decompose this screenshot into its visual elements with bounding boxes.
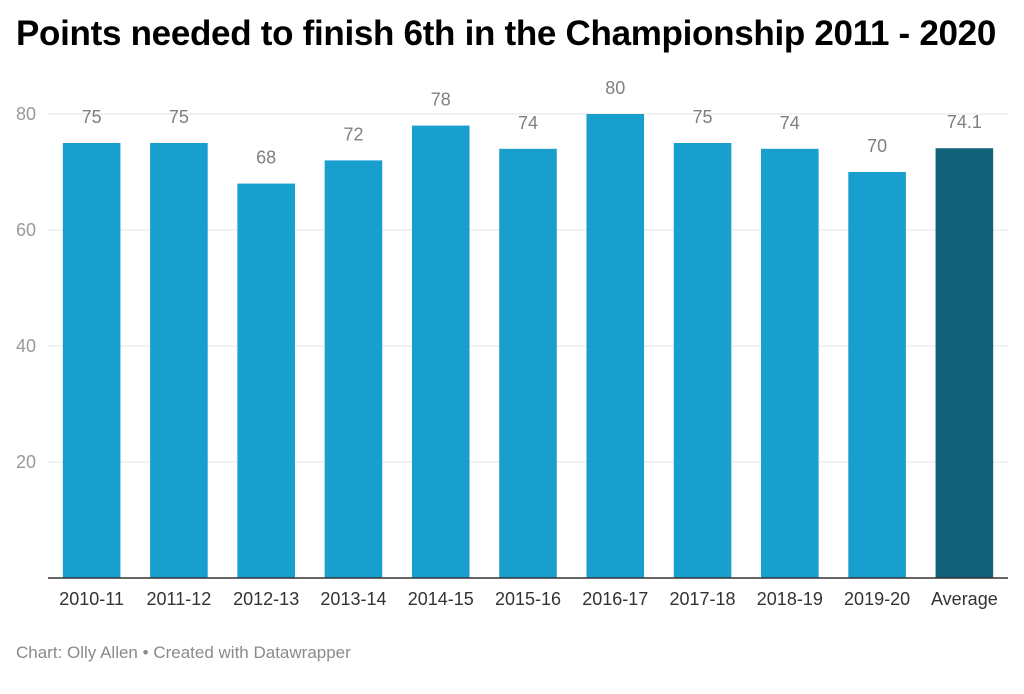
- bar-value-label: 70: [867, 136, 887, 156]
- chart-title: Points needed to finish 6th in the Champ…: [16, 14, 996, 53]
- bar-value-label: 74.1: [947, 112, 982, 132]
- x-tick-label: 2016-17: [582, 589, 648, 609]
- bar-value-label: 74: [780, 113, 800, 133]
- bar: [586, 114, 645, 578]
- x-tick-label: 2011-12: [147, 589, 212, 609]
- bar: [150, 143, 208, 578]
- bar: [673, 143, 732, 578]
- bar-value-label: 68: [256, 148, 276, 168]
- x-tick-label: Average: [931, 589, 998, 609]
- bar: [761, 148, 819, 579]
- bar-value-label: 72: [343, 124, 363, 144]
- x-tick-label: 2015-16: [495, 589, 561, 609]
- bar: [237, 183, 295, 578]
- bar: [848, 172, 906, 578]
- bar-value-label: 75: [82, 107, 102, 127]
- bar-value-label: 75: [693, 107, 713, 127]
- x-tick-label: 2014-15: [408, 589, 474, 609]
- y-tick-label: 80: [16, 104, 36, 124]
- bar-value-label: 78: [431, 90, 451, 110]
- x-tick-label: 2012-13: [233, 589, 299, 609]
- value-labels: 75 75 68 72 78 74 80 75 74 70 74.1: [82, 78, 982, 168]
- footer-credit: Chart: Olly Allen: [16, 643, 138, 662]
- bar: [62, 143, 121, 578]
- bar: [935, 148, 994, 578]
- x-tick-label: 2018-19: [757, 589, 823, 609]
- y-tick-label: 20: [16, 452, 36, 472]
- x-tick-label: 2019-20: [844, 589, 910, 609]
- footer-separator: •: [142, 643, 149, 662]
- y-tick-label: 40: [16, 336, 36, 356]
- x-tick-label: 2017-18: [670, 589, 736, 609]
- bar-value-label: 75: [169, 107, 189, 127]
- bar-value-label: 80: [605, 78, 625, 98]
- bar: [411, 125, 470, 578]
- x-tick-label: 2010-11: [59, 589, 124, 609]
- bar-value-label: 74: [518, 113, 538, 133]
- x-tick-label: 2013-14: [320, 589, 386, 609]
- bars: [62, 114, 994, 579]
- chart-footer: Chart: Olly Allen • Created with Datawra…: [16, 643, 351, 663]
- bar: [324, 160, 383, 578]
- footer-created-with: Created with Datawrapper: [153, 643, 351, 662]
- y-tick-label: 60: [16, 220, 36, 240]
- bar: [499, 148, 557, 579]
- x-axis: 2010-11 2011-12 2012-13 2013-14 2014-15 2015-…: [48, 577, 1008, 609]
